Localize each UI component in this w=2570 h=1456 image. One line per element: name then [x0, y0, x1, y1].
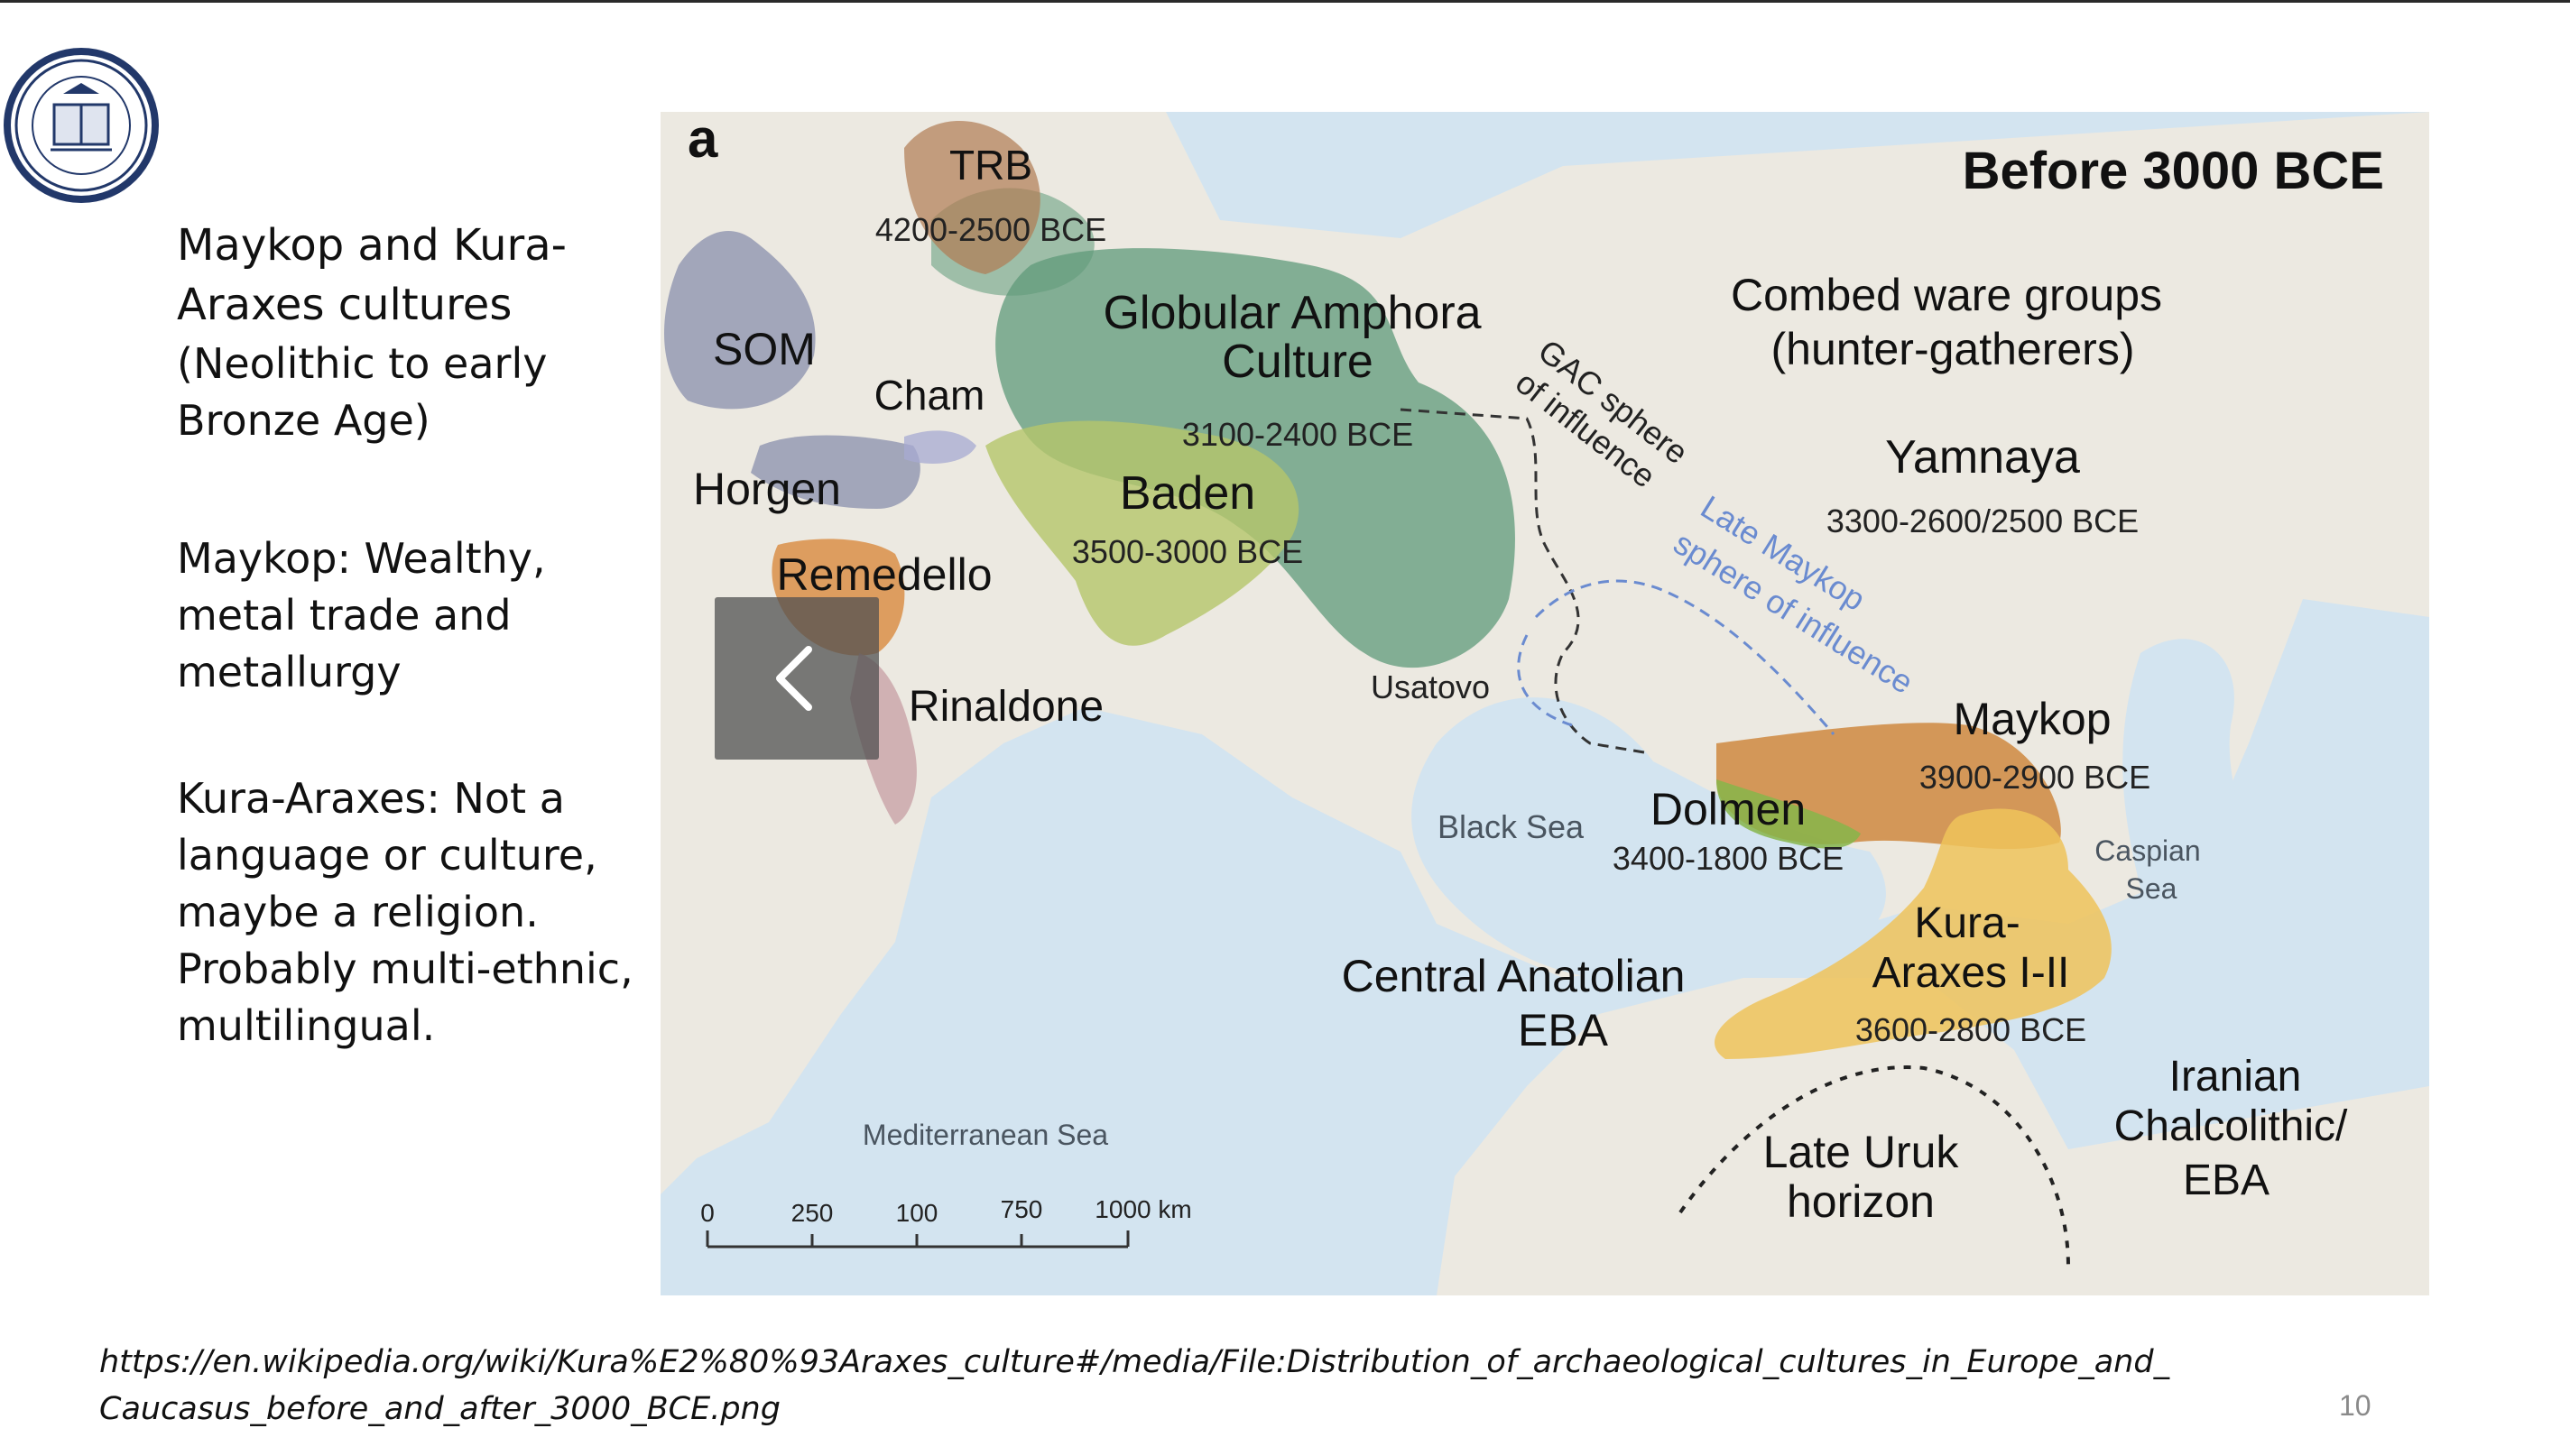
label-baden-dates: 3500-3000 BCE [1072, 533, 1303, 570]
label-yamnaya: Yamnaya [1885, 431, 2080, 484]
label-rinaldone: Rinaldone [909, 683, 1104, 731]
trb-region-core [904, 121, 1040, 274]
late-maykop-sphere-boundary-2 [1517, 634, 1573, 727]
label-maykop-dates: 3900-2900 BCE [1919, 759, 2150, 796]
label-uruk-line2: horizon [1787, 1176, 1935, 1227]
label-caspian-line1: Caspian [2094, 834, 2200, 867]
late-maykop-sphere-boundary [1534, 579, 1835, 735]
label-horgen: Horgen [693, 464, 841, 514]
archaeological-cultures-map: a Before 3000 BCE TRB 4200-2500 BCE SOM … [661, 112, 2429, 1295]
scale-tick-label: 250 [791, 1199, 834, 1227]
label-som: SOM [713, 324, 816, 374]
label-combed-line2: (hunter-gatherers) [1771, 324, 2135, 374]
black-sea [1411, 697, 1886, 981]
label-usatovo: Usatovo [1371, 668, 1490, 705]
maykop-note-line: metallurgy [177, 648, 402, 697]
label-combed-line1: Combed ware groups [1731, 270, 2162, 320]
label-iranian-line3: EBA [2183, 1157, 2270, 1204]
heading-line: Araxes cultures [177, 279, 513, 330]
chevron-left-icon [776, 646, 812, 711]
previous-image-button[interactable] [715, 597, 879, 760]
dolmen-region [1716, 779, 1861, 849]
source-url[interactable]: https://en.wikipedia.org/wiki/Kura%E2%80… [99, 1339, 2283, 1433]
heading-line: Maykop and Kura- [177, 220, 567, 271]
map-title: Before 3000 BCE [1963, 142, 2384, 200]
anatolia-land [1437, 978, 2429, 1295]
label-trb-dates: 4200-2500 BCE [875, 211, 1106, 248]
gac-sphere-boundary [1400, 408, 1645, 754]
label-cham: Cham [874, 372, 985, 419]
label-iranian-line2: Chalcolithic/ [2114, 1102, 2348, 1150]
scale-tick-label: 0 [700, 1199, 715, 1227]
label-anatolian-line2: EBA [1518, 1005, 1609, 1055]
horgen-region [751, 435, 920, 509]
som-region [663, 230, 816, 410]
label-black-sea: Black Sea [1438, 808, 1585, 845]
kura-note-line: multilingual. [177, 1001, 436, 1051]
label-dolmen: Dolmen [1650, 784, 1806, 834]
label-yamnaya-dates: 3300-2600/2500 BCE [1826, 502, 2139, 539]
scale-tick-label: 100 [896, 1199, 938, 1227]
baden-region [985, 420, 1299, 646]
label-anatolian-line1: Central Anatolian [1342, 951, 1686, 1001]
kura-note-line: Probably multi-ethnic, [177, 945, 633, 994]
scale-tick-label: 1000 km [1095, 1195, 1191, 1223]
label-kura-line2: Araxes I-II [1872, 949, 2070, 997]
label-iranian-line1: Iranian [2169, 1053, 2302, 1101]
label-kura-line1: Kura- [1914, 899, 2020, 947]
label-kura-dates: 3600-2800 BCE [1855, 1011, 2086, 1048]
label-uruk-line1: Late Uruk [1763, 1127, 1960, 1177]
cham-region [904, 430, 976, 464]
label-mediterranean: Mediterranean Sea [863, 1119, 1108, 1151]
university-seal-logo [4, 48, 159, 203]
slide-heading: Maykop and Kura- Araxes cultures (Neolit… [177, 217, 646, 449]
kura-araxes-note: Kura-Araxes: Not a language or culture, … [177, 770, 646, 1055]
panel-letter: a [688, 112, 718, 169]
label-gac-line1: Globular Amphora [1103, 287, 1481, 339]
page-number: 10 [2339, 1389, 2371, 1422]
label-gac-line2: Culture [1222, 336, 1373, 388]
maykop-note-line: Maykop: Wealthy, [177, 534, 546, 583]
late-uruk-boundary [1678, 1065, 2070, 1267]
maykop-note-line: metal trade and [177, 591, 512, 640]
maykop-note: Maykop: Wealthy, metal trade and metallu… [177, 530, 646, 701]
kura-note-line: Kura-Araxes: Not a [177, 774, 565, 823]
top-border [0, 0, 2570, 3]
caspian-sea [2122, 639, 2253, 982]
label-baden: Baden [1120, 467, 1255, 520]
heading-subline: (Neolithic to early [177, 338, 548, 388]
kura-note-line: maybe a religion. [177, 888, 539, 937]
scale-tick-label: 750 [1001, 1195, 1043, 1223]
source-url-line[interactable]: Caucasus_before_and_after_3000_BCE.png [99, 1391, 781, 1427]
label-trb: TRB [949, 142, 1032, 189]
label-remedello: Remedello [776, 549, 992, 600]
label-maykop: Maykop [1953, 694, 2111, 744]
scale-bar: 0 250 100 750 1000 km [700, 1195, 1192, 1249]
kura-note-line: language or culture, [177, 831, 597, 880]
label-gac-dates: 3100-2400 BCE [1182, 416, 1413, 453]
kura-araxes-region [1715, 808, 2112, 1059]
label-caspian-line2: Sea [2126, 872, 2177, 905]
source-url-line[interactable]: https://en.wikipedia.org/wiki/Kura%E2%80… [99, 1344, 2170, 1380]
label-dolmen-dates: 3400-1800 BCE [1613, 840, 1844, 877]
heading-subline: Bronze Age) [177, 395, 430, 445]
